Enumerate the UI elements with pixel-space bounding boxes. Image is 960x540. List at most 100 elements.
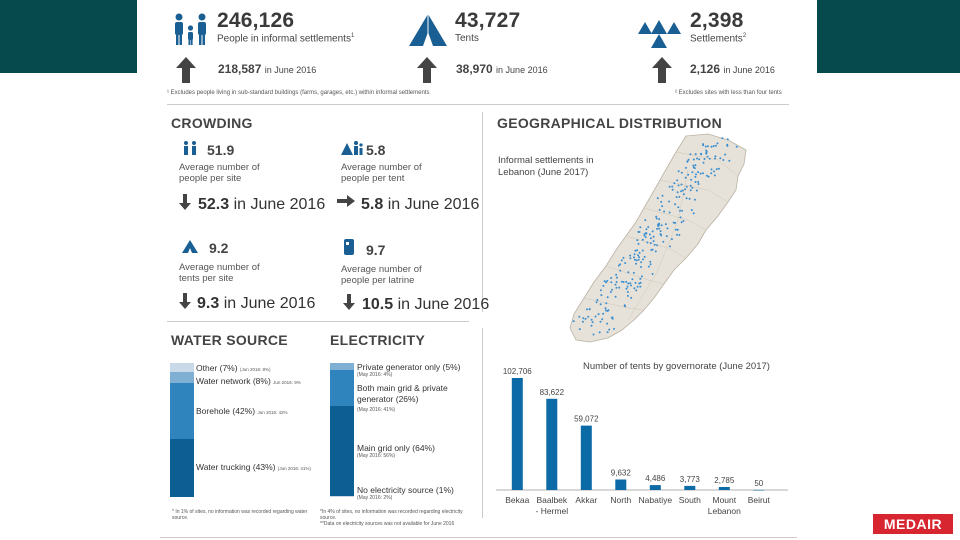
settlement-dot xyxy=(637,242,640,245)
crowding-prev-label: in June 2016 xyxy=(397,296,490,313)
settlement-dot xyxy=(635,259,638,262)
crowding-desc-1: Average number of xyxy=(341,162,422,173)
up-arrow-icon xyxy=(652,57,672,83)
settlement-dot xyxy=(626,294,629,297)
settlement-dot xyxy=(666,227,669,230)
water-segment-0 xyxy=(170,363,194,373)
bar-value-label: 3,773 xyxy=(680,475,701,484)
settlement-dot xyxy=(690,178,693,181)
settlement-dot xyxy=(605,302,608,305)
water-prev: Jun 2016: 42% xyxy=(257,410,288,415)
settlement-dot xyxy=(665,235,668,238)
stat-tents: 43,727 Tents xyxy=(455,9,520,44)
bar-value-label: 2,785 xyxy=(714,476,735,485)
electricity-footnote-2: **Data on electricity sources was not av… xyxy=(320,521,455,527)
settlement-dot xyxy=(654,250,657,253)
settlement-dot xyxy=(623,304,626,307)
electricity-footnote-1: *In 4% of sites, no information was reco… xyxy=(320,509,463,521)
settlement-dot xyxy=(674,221,677,224)
electricity-segment-1 xyxy=(330,369,354,407)
settlement-dot xyxy=(646,241,649,244)
settlement-dot xyxy=(690,209,693,211)
settlement-dot xyxy=(691,171,694,174)
settlement-dot xyxy=(633,287,636,290)
stat-people-prev: 218,587 in June 2016 xyxy=(218,62,316,76)
settlement-dot xyxy=(671,185,674,188)
settlement-dot xyxy=(610,281,613,284)
stat-tents-prev: 38,970 in June 2016 xyxy=(456,62,548,76)
settlement-dot xyxy=(676,233,678,236)
settlement-dot xyxy=(598,331,601,334)
settlement-dot xyxy=(692,212,695,215)
settlement-dot xyxy=(586,308,588,311)
footnote-2: ² Excludes sites with less than four ten… xyxy=(675,90,782,96)
settlement-dot xyxy=(643,255,646,258)
settlement-dot xyxy=(605,281,607,284)
settlement-dot xyxy=(643,234,646,237)
settlement-dot xyxy=(608,328,611,331)
crowding-prev-value: 10.5 xyxy=(362,296,394,313)
stat-settlements-prev-value: 2,126 xyxy=(690,62,721,76)
settlement-dot xyxy=(677,206,680,209)
lebanon-map xyxy=(569,133,747,343)
settlement-dot xyxy=(639,226,642,229)
bar-south xyxy=(684,485,696,490)
settlement-dot xyxy=(606,331,609,334)
bar-north xyxy=(615,479,627,490)
settlement-dot xyxy=(626,291,629,293)
electricity-prev: (May 2016: 56%) xyxy=(357,453,396,459)
settlement-dot xyxy=(715,168,718,171)
settlement-dot xyxy=(635,262,637,265)
settlement-dot xyxy=(614,283,617,286)
stat-settlements-value: 2,398 xyxy=(690,9,744,32)
category-label: North xyxy=(610,495,631,505)
settlement-dot xyxy=(647,265,650,268)
crowding-prev: 52.3 in June 2016 xyxy=(198,196,325,214)
settlement-dot xyxy=(674,203,677,206)
bar-akkar xyxy=(580,425,592,490)
settlement-dot xyxy=(681,209,684,212)
electricity-segment-2 xyxy=(330,406,354,496)
settlement-dot xyxy=(713,174,716,177)
crowding-item-tents-per-site: 9.2 Average number of tents per site xyxy=(179,240,260,284)
water-segment-2 xyxy=(170,383,194,440)
right-arrow-icon xyxy=(337,195,355,207)
settlement-dot xyxy=(625,280,628,283)
electricity-title: ELECTRICITY xyxy=(330,332,426,348)
crowding-value: 51.9 xyxy=(207,142,235,158)
settlement-dot xyxy=(642,258,644,261)
electricity-label: Both main grid & private generator (26%) xyxy=(357,383,448,404)
settlement-dot xyxy=(689,184,692,187)
settlement-dot xyxy=(697,183,700,185)
category-label: Baalbek xyxy=(536,495,567,505)
settlement-dot xyxy=(609,291,612,293)
electricity-prev: (May 2016: 41%) xyxy=(357,407,396,413)
settlement-dot xyxy=(662,240,665,243)
stat-settlements-label: Settlements xyxy=(690,33,743,45)
crowding-prev-value: 9.3 xyxy=(197,295,220,312)
tent-icon xyxy=(182,240,198,253)
settlement-dot xyxy=(695,189,698,192)
settlement-dot xyxy=(659,233,662,235)
settlement-dot xyxy=(645,232,647,234)
electricity-label-main: Main grid only (64%) (May 2016: 56%) xyxy=(357,443,435,459)
settlement-dot xyxy=(685,185,688,188)
settlement-dot xyxy=(702,144,705,147)
crowding-value: 9.7 xyxy=(366,242,386,258)
category-label: Lebanon xyxy=(708,506,741,516)
electricity-label: Private generator only (5%) xyxy=(357,362,461,372)
water-title: WATER SOURCE xyxy=(171,332,288,348)
settlement-dot xyxy=(641,238,644,241)
settlement-dot xyxy=(640,275,643,278)
settlement-dot xyxy=(721,137,724,140)
settlement-dot xyxy=(611,288,613,291)
settlement-dot xyxy=(660,224,663,227)
settlement-dot xyxy=(695,173,697,176)
settlement-dot xyxy=(638,282,641,285)
water-label-network: Water network (8%) Jun 2016: 9% xyxy=(196,376,301,386)
settlement-dot xyxy=(649,263,652,266)
divider xyxy=(167,104,789,105)
map-boundaries xyxy=(583,151,739,321)
electricity-prev: (May 2016: 2%) xyxy=(357,495,393,501)
settlement-dot xyxy=(603,280,606,283)
